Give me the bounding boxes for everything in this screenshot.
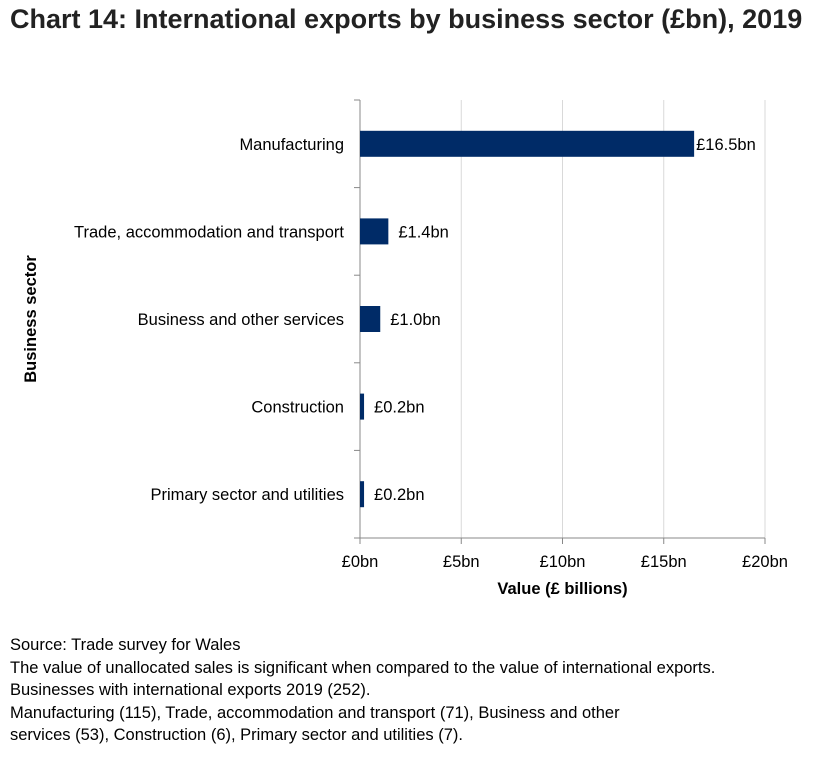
data-label: £16.5bn (696, 136, 756, 154)
data-label: £0.2bn (374, 486, 424, 504)
chart-title: Chart 14: International exports by busin… (10, 4, 803, 34)
bar (360, 218, 389, 245)
y-tick-label: Primary sector and utilities (151, 486, 344, 504)
x-tick-label: £10bn (540, 553, 586, 571)
source-note: Source: Trade survey for Wales (10, 636, 241, 654)
bar (360, 393, 365, 420)
y-tick-label: Business and other services (138, 311, 344, 329)
x-tick-label: £15bn (641, 553, 687, 571)
x-tick-label: £20bn (742, 553, 788, 571)
y-tick-label: Manufacturing (239, 136, 344, 154)
note-line: Businesses with international exports 20… (10, 681, 371, 699)
note-line: Manufacturing (115), Trade, accommodatio… (10, 703, 620, 722)
note-line: services (53), Construction (6), Primary… (10, 726, 463, 744)
chart-notes: Source: Trade survey for Wales The value… (10, 634, 815, 747)
bar-chart: £0bn £5bn £10bn £15bn £20bn Manufacturing £16.… (22, 99, 788, 598)
x-tick-label: £5bn (443, 553, 480, 571)
bar (360, 306, 381, 332)
data-label: £1.0bn (390, 311, 440, 329)
data-label: £1.4bn (398, 223, 448, 241)
data-label: £0.2bn (374, 399, 424, 417)
y-axis-title: Business sector (22, 255, 40, 383)
x-tick-label: £0bn (342, 553, 379, 571)
note-line: The value of unallocated sales is signif… (10, 658, 716, 677)
y-tick-label: Trade, accommodation and transport (74, 223, 344, 241)
bar (360, 481, 365, 508)
bar (360, 130, 695, 157)
x-axis-title: Value (£ billions) (497, 580, 627, 598)
y-tick-label: Construction (251, 399, 344, 417)
